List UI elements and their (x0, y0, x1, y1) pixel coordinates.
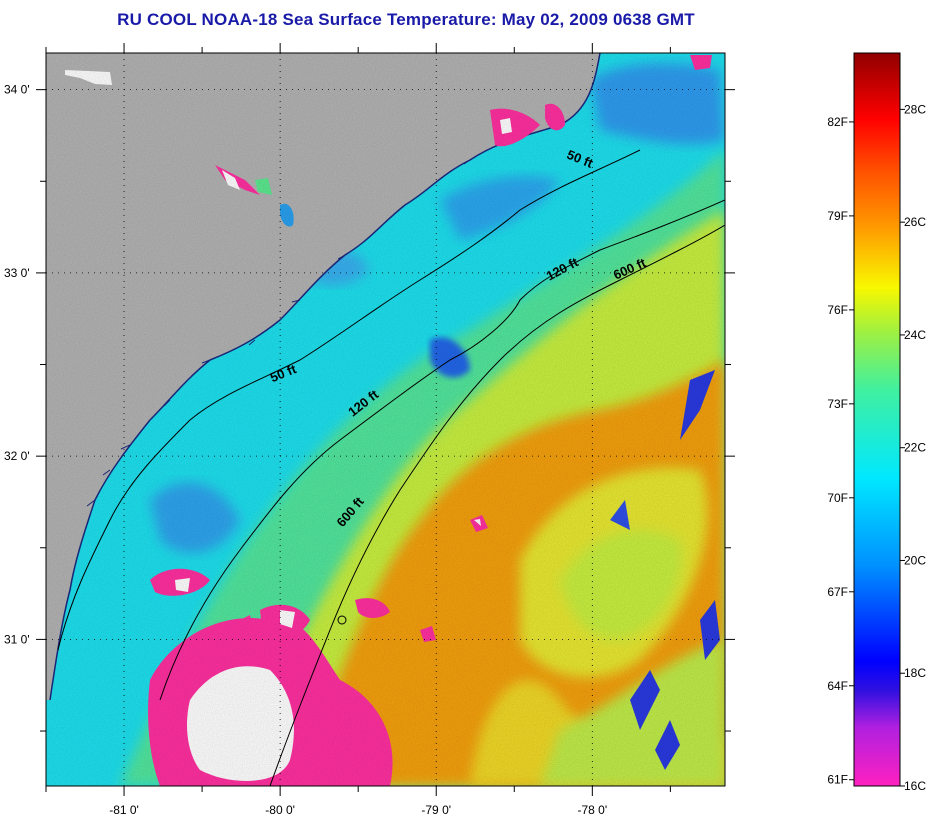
colorbar-fahrenheit-label: 73F (827, 397, 848, 411)
lon-tick-label: -81 0' (109, 803, 139, 817)
colorbar-fahrenheit-label: 70F (827, 491, 848, 505)
colorbar-fahrenheit-label: 82F (827, 115, 848, 129)
colorbar-celsius-label: 16C (904, 779, 926, 793)
colorbar-fahrenheit-label: 67F (827, 585, 848, 599)
sst-image (46, 53, 725, 786)
colorbar-gradient (853, 52, 901, 787)
colorbar-celsius-label: 20C (904, 553, 926, 567)
colorbar-fahrenheit-label: 76F (827, 303, 848, 317)
map-frame (45, 52, 726, 787)
chart-title: RU COOL NOAA-18 Sea Surface Temperature:… (117, 10, 695, 29)
contour-120ft (159, 199, 725, 701)
colorbar-fahrenheit-label: 79F (827, 209, 848, 223)
colorbar-fahrenheit-label: 64F (827, 679, 848, 693)
lon-tick-label: -79 0' (421, 803, 451, 817)
lat-tick-label: 31 0' (4, 632, 30, 646)
lat-tick-label: 32 0' (4, 449, 30, 463)
colorbar-fahrenheit-label: 61F (827, 773, 848, 787)
lon-tick-label: -80 0' (265, 803, 295, 817)
colorbar-celsius-label: 24C (904, 328, 926, 342)
lon-tick-label: -78 0' (577, 803, 607, 817)
colorbar-celsius-label: 18C (904, 666, 926, 680)
colorbar-celsius-label: 26C (904, 215, 926, 229)
contour-600ft (269, 224, 725, 786)
lat-tick-label: 33 0' (4, 266, 30, 280)
colorbar-celsius-label: 22C (904, 441, 926, 455)
colorbar-celsius-label: 28C (904, 102, 926, 116)
lat-tick-label: 34 0' (4, 83, 30, 97)
contour-50ft (57, 149, 641, 651)
